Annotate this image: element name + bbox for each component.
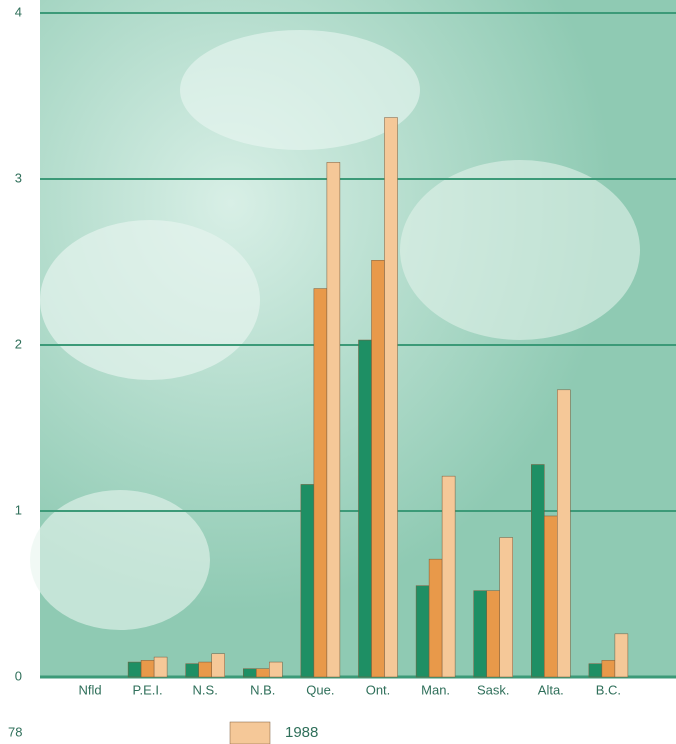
bar [588, 663, 603, 678]
y-tick-label: 0 [15, 668, 22, 683]
bar [601, 660, 616, 678]
x-tick-label: N.B. [250, 682, 275, 697]
bar [415, 585, 430, 678]
y-tick-label: 2 [15, 336, 22, 351]
bar [300, 484, 315, 678]
x-tick-label: Ont. [366, 682, 391, 697]
y-tick-label: 1 [15, 502, 22, 517]
bar [185, 663, 199, 678]
y-tick-label: 3 [15, 170, 22, 185]
bar [384, 117, 398, 678]
bar [256, 668, 270, 678]
y-tick-label: 4 [15, 4, 22, 19]
photo-patch [180, 30, 420, 150]
bar [269, 661, 283, 678]
x-tick-label: Alta. [538, 682, 564, 697]
x-tick-label: Nfld [78, 682, 101, 697]
bar [544, 515, 558, 678]
bar [499, 537, 513, 678]
page-number: 78 [8, 724, 22, 739]
bar [140, 660, 155, 678]
bar [198, 661, 212, 678]
bar [614, 633, 629, 678]
photo-patch [30, 490, 210, 630]
x-tick-label: B.C. [596, 682, 621, 697]
bar [313, 288, 328, 678]
bar [326, 162, 341, 678]
bar [428, 558, 443, 678]
bar [557, 389, 571, 678]
x-tick-label: Sask. [477, 682, 510, 697]
bar [243, 668, 257, 678]
legend-label: 1988 [285, 724, 318, 741]
legend-swatch [229, 721, 271, 744]
x-tick-label: Man. [421, 682, 450, 697]
x-tick-label: Que. [306, 682, 334, 697]
bar [153, 656, 168, 678]
bar [486, 590, 500, 678]
photo-patch [40, 220, 260, 380]
bar [358, 339, 372, 678]
bar [441, 475, 456, 678]
bar [127, 661, 142, 678]
x-tick-label: N.S. [193, 682, 218, 697]
bar [371, 260, 385, 678]
photo-patch [400, 160, 640, 340]
x-tick-label: P.E.I. [133, 682, 163, 697]
bar [211, 653, 225, 678]
bar [531, 464, 545, 678]
bar [473, 590, 487, 678]
